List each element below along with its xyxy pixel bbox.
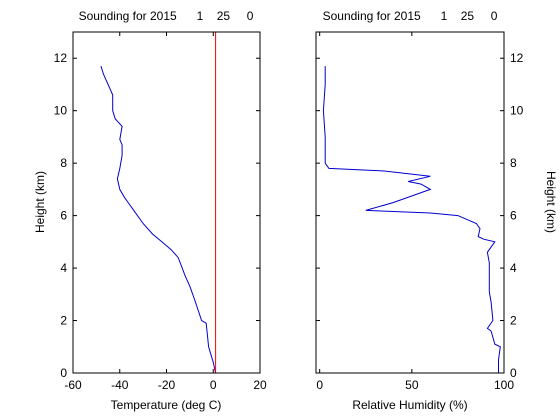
humidity-series-line-0 [322,66,501,373]
humidity-ytick-label: 8 [510,156,517,170]
temperature-ylabel: Height (km) [33,171,47,233]
humidity-ytick-label: 12 [510,51,524,65]
temperature-xlabel: Temperature (deg C) [111,398,222,412]
temperature-ytick-label: 8 [60,156,67,170]
humidity-ylabel: Height (km) [544,171,558,233]
humidity-ytick-label: 10 [510,104,524,118]
temperature-plot-lines [100,32,217,374]
humidity-ytick-label: 6 [510,209,517,223]
humidity-xtick-label: 50 [405,378,419,392]
humidity-title: Sounding for 2015 1 25 0 [323,9,498,23]
temperature-ytick-label: 0 [60,366,67,380]
temperature-ticks: -60 -40 -20 0 20 0 2 4 6 8 10 12 [54,32,267,392]
humidity-ytick-label: 4 [510,261,517,275]
temperature-xtick-label: -40 [111,378,129,392]
humidity-axes-frame [315,31,505,374]
temperature-xtick-label: -60 [64,378,82,392]
temperature-ytick-label: 6 [60,209,67,223]
temperature-xtick-label: 20 [253,378,267,392]
humidity-plot-lines [322,66,501,373]
humidity-xtick-label: 0 [316,378,323,392]
temperature-xtick-label: -20 [158,378,176,392]
humidity-ytick-label: 0 [510,366,517,380]
humidity-xtick-label: 100 [494,378,514,392]
temperature-title: Sounding for 2015 1 25 0 [79,9,254,23]
temperature-xtick-label: 0 [210,378,217,392]
humidity-xlabel: Relative Humidity (%) [352,398,467,412]
temperature-ytick-label: 12 [54,51,68,65]
temperature-ytick-label: 2 [60,314,67,328]
temperature-panel: -60 -40 -20 0 20 0 2 4 6 8 10 12 Sounding for 2015 … [33,9,267,412]
humidity-ytick-label: 2 [510,314,517,328]
temperature-ytick-label: 10 [54,104,68,118]
temperature-ytick-label: 4 [60,261,67,275]
temperature-series-line-0 [100,65,217,374]
